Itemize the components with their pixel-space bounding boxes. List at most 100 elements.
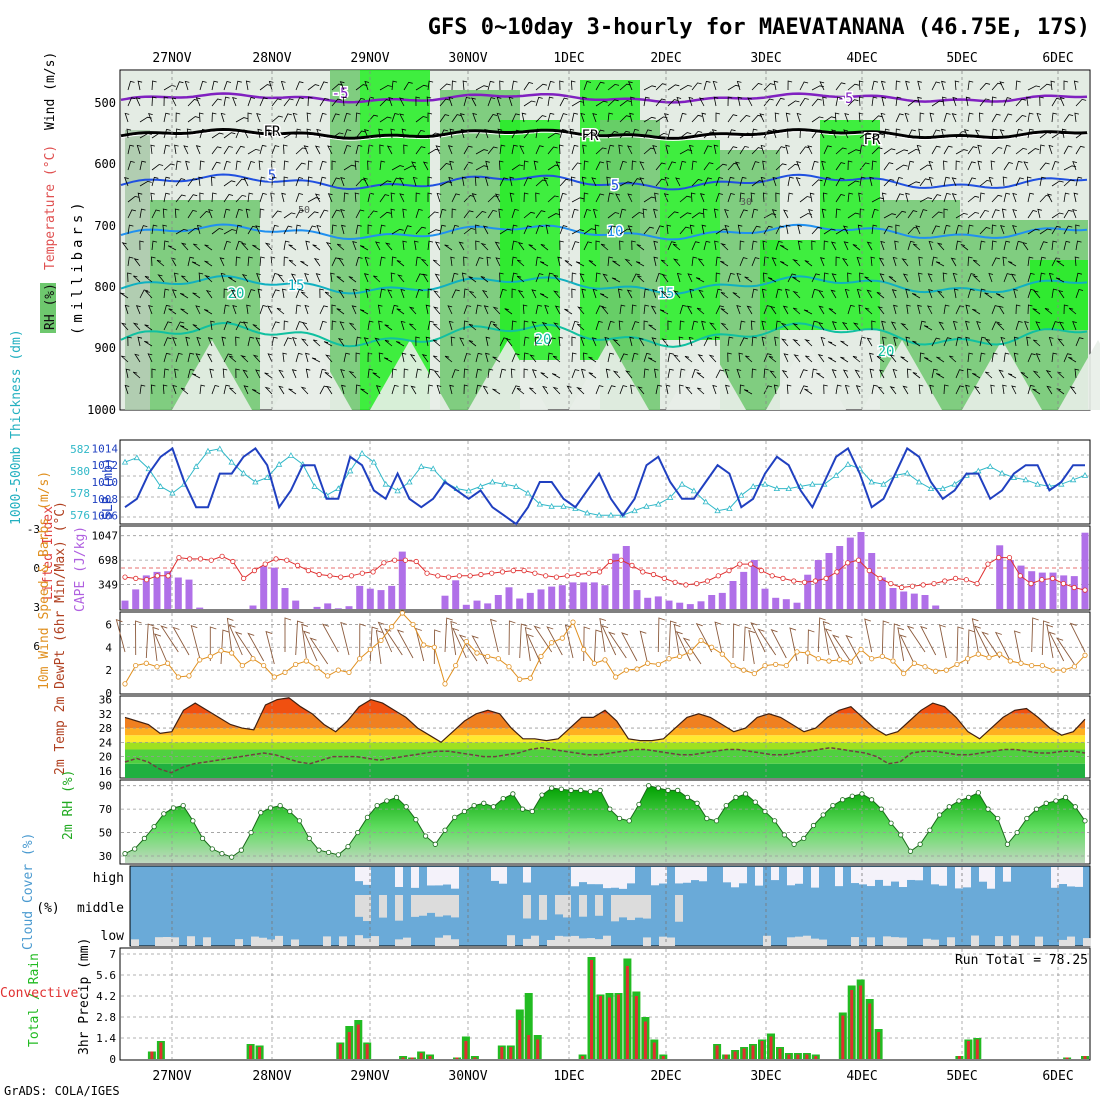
wind-barb <box>775 146 786 155</box>
wind-barb <box>547 132 560 139</box>
wind-barb <box>796 112 802 123</box>
wind-barb <box>1021 241 1029 251</box>
wind-barb <box>643 352 651 363</box>
wind-barb <box>787 273 797 283</box>
wind-barb <box>751 288 758 299</box>
slp-tick: 1006 <box>92 510 119 523</box>
cape-tick: 349 <box>98 579 118 592</box>
wind-barb <box>1039 96 1044 107</box>
rh-line-point <box>743 791 749 797</box>
wind-barb <box>917 96 922 107</box>
wind-barb <box>881 192 887 203</box>
precip-tick: 5.6 <box>96 969 116 982</box>
wind-barb <box>255 337 261 347</box>
wind-barb <box>1039 176 1046 187</box>
thickness-line-point <box>560 502 567 509</box>
wind-barb <box>547 80 555 91</box>
wind-barb <box>715 193 723 203</box>
lifted-index-point <box>413 558 419 565</box>
lifted-index-point <box>952 575 959 582</box>
wind-barb <box>545 224 551 235</box>
wind-barb <box>951 193 957 203</box>
wind-barb <box>379 160 386 171</box>
wind-barb <box>780 261 789 267</box>
wind-barb <box>523 177 532 187</box>
lifted-index-point <box>532 570 538 576</box>
wind-barb <box>883 225 893 235</box>
wind-barb <box>991 146 1003 155</box>
wind-barb <box>955 385 964 395</box>
wind-barb <box>339 321 345 331</box>
wind-barb <box>247 148 260 155</box>
wind-barb <box>187 99 199 107</box>
wind-10m-barb <box>415 627 425 662</box>
wind-10m-barb <box>359 623 366 659</box>
wind-barb <box>1003 240 1011 251</box>
wind-barb <box>919 209 928 219</box>
wind-barb <box>355 336 362 347</box>
wind-barb <box>588 372 597 379</box>
wind-barb <box>306 128 312 139</box>
wind-barb <box>583 160 589 171</box>
wind-barb <box>559 225 568 235</box>
wind-barb <box>799 196 812 203</box>
cape-bar <box>804 574 812 609</box>
thickness-line-point <box>228 458 235 465</box>
wind-barb <box>496 112 502 123</box>
wind-barb <box>571 272 577 283</box>
wind-speed-point <box>325 673 331 679</box>
wind-barb <box>1058 321 1065 331</box>
wind-barb <box>895 96 902 107</box>
wind-barb <box>235 240 243 251</box>
cloud-high-clear <box>571 867 579 887</box>
wind-barb <box>439 224 446 235</box>
wind-barb <box>763 368 769 379</box>
wind-barb <box>1032 388 1041 395</box>
wind-barb <box>977 160 983 171</box>
wind-barb <box>283 133 296 139</box>
wind-barb <box>697 258 705 267</box>
wind-barb <box>1075 176 1083 187</box>
wind-barb <box>403 225 412 235</box>
wind-barb <box>331 113 340 123</box>
wind-barb <box>1063 240 1071 251</box>
wind-barb <box>631 160 637 171</box>
wind-barb <box>342 96 348 107</box>
wind-barb <box>1000 336 1006 347</box>
rh-line-point <box>704 815 710 822</box>
wind-barb <box>627 225 633 235</box>
wind-barb <box>835 147 847 155</box>
wind-barbs <box>120 80 1088 395</box>
wind-barb <box>751 161 760 171</box>
wind-barb <box>967 112 974 123</box>
wind-barb <box>751 225 761 235</box>
wind-barb <box>195 145 201 155</box>
wind-tick: 6 <box>105 618 112 631</box>
wind-barb <box>243 177 249 187</box>
cloud-high-clear <box>851 867 859 884</box>
thickness-line-point <box>311 483 318 489</box>
wind-barb <box>223 321 232 331</box>
rh-shade-region <box>1030 260 1088 330</box>
thickness-line-point <box>394 487 401 494</box>
wind-barb <box>823 384 828 395</box>
cloud-mid-clear <box>611 895 619 922</box>
cloud-low-clear <box>267 939 275 946</box>
wind-barb <box>468 323 477 331</box>
wind-barb <box>594 224 600 235</box>
wind-barb <box>643 196 656 203</box>
wind-barb <box>631 352 639 363</box>
wind-barb <box>928 289 933 299</box>
wind-barb <box>672 258 681 267</box>
wind-barb <box>436 192 442 203</box>
wind-barb <box>1027 192 1034 203</box>
wind-barb <box>727 193 735 203</box>
wind-barb <box>447 145 453 155</box>
wind-barb <box>307 96 313 107</box>
rh-line-point <box>1082 818 1088 824</box>
wind-barb <box>1075 240 1082 251</box>
wind-barb <box>448 176 453 187</box>
wind-barb <box>401 352 407 363</box>
wind-barb <box>796 161 801 171</box>
wind-barb <box>133 275 141 283</box>
